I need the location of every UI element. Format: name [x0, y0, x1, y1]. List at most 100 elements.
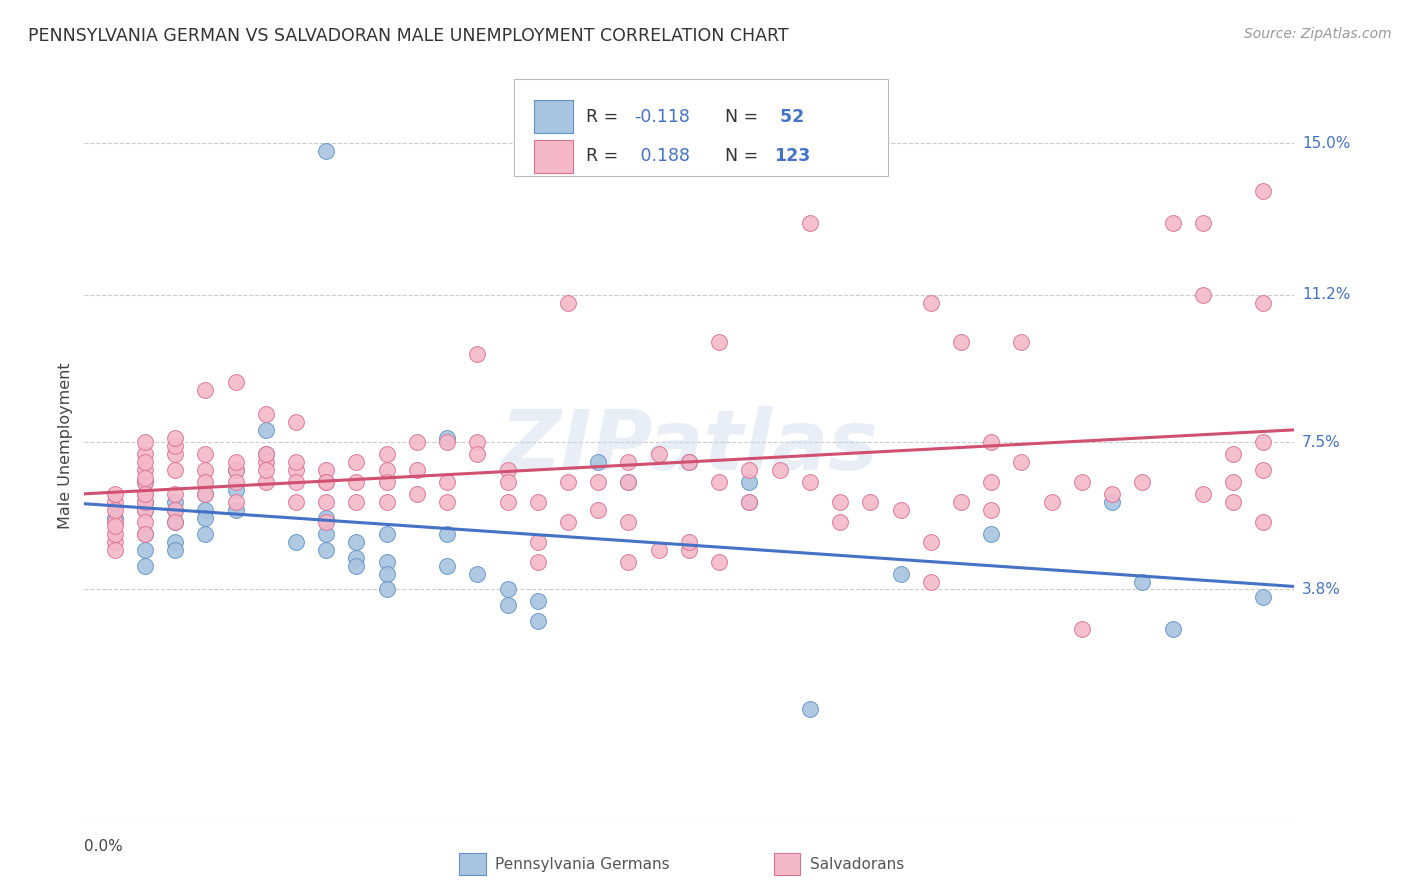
Point: [527, 495, 550, 509]
Point: [1130, 574, 1153, 589]
Point: [799, 216, 821, 230]
Point: [980, 475, 1002, 489]
Point: [134, 502, 156, 516]
Point: [315, 144, 337, 158]
Point: [285, 475, 308, 489]
Point: [225, 483, 247, 497]
Point: [315, 463, 337, 477]
Point: [678, 542, 700, 557]
Point: [254, 447, 277, 461]
Point: [134, 526, 156, 541]
Point: [496, 599, 519, 613]
Point: [134, 471, 156, 485]
Point: [436, 526, 458, 541]
Point: [285, 463, 308, 477]
Point: [436, 558, 458, 573]
Point: [890, 566, 912, 581]
Bar: [773, 853, 800, 875]
Point: [104, 534, 127, 549]
Point: [104, 502, 127, 516]
Text: ZIPatlas: ZIPatlas: [501, 406, 877, 486]
Point: [467, 435, 489, 450]
Point: [194, 475, 217, 489]
Point: [496, 463, 519, 477]
Point: [165, 487, 187, 501]
Point: [527, 615, 550, 629]
Text: PENNSYLVANIA GERMAN VS SALVADORAN MALE UNEMPLOYMENT CORRELATION CHART: PENNSYLVANIA GERMAN VS SALVADORAN MALE U…: [28, 27, 789, 45]
Point: [375, 555, 398, 569]
Point: [134, 487, 156, 501]
Point: [134, 515, 156, 529]
Point: [315, 475, 337, 489]
Point: [1161, 216, 1184, 230]
Point: [254, 463, 277, 477]
Point: [709, 475, 731, 489]
Point: [557, 475, 579, 489]
Point: [315, 515, 337, 529]
Point: [375, 566, 398, 581]
Point: [104, 487, 127, 501]
Point: [134, 542, 156, 557]
Text: 3.8%: 3.8%: [1302, 582, 1341, 597]
Point: [194, 510, 217, 524]
Point: [165, 439, 187, 453]
Point: [165, 495, 187, 509]
Text: 11.2%: 11.2%: [1302, 287, 1350, 302]
Point: [134, 463, 156, 477]
Point: [859, 495, 882, 509]
Point: [1161, 623, 1184, 637]
Point: [920, 295, 942, 310]
Point: [1253, 435, 1275, 450]
Point: [950, 495, 973, 509]
Point: [617, 475, 640, 489]
Point: [436, 475, 458, 489]
Point: [467, 566, 489, 581]
Point: [1253, 184, 1275, 198]
Point: [1253, 515, 1275, 529]
Point: [225, 455, 247, 469]
Point: [527, 534, 550, 549]
Point: [194, 526, 217, 541]
Point: [678, 534, 700, 549]
Point: [830, 515, 852, 529]
Point: [980, 502, 1002, 516]
Point: [678, 455, 700, 469]
Point: [225, 463, 247, 477]
Point: [104, 495, 127, 509]
Point: [799, 702, 821, 716]
Point: [315, 510, 337, 524]
Text: 7.5%: 7.5%: [1302, 434, 1340, 450]
Point: [165, 502, 187, 516]
Point: [588, 502, 610, 516]
Point: [738, 495, 761, 509]
Point: [315, 526, 337, 541]
Point: [496, 495, 519, 509]
Point: [1192, 287, 1215, 301]
Point: [436, 431, 458, 445]
Point: [165, 542, 187, 557]
Point: [194, 487, 217, 501]
Point: [980, 435, 1002, 450]
Point: [1071, 475, 1094, 489]
Point: [225, 475, 247, 489]
Point: [194, 463, 217, 477]
Point: [738, 475, 761, 489]
Text: 15.0%: 15.0%: [1302, 136, 1350, 151]
Point: [557, 295, 579, 310]
Point: [1222, 447, 1244, 461]
Point: [1253, 463, 1275, 477]
Text: N =: N =: [725, 147, 763, 165]
Point: [527, 594, 550, 608]
Point: [134, 475, 156, 489]
Point: [104, 526, 127, 541]
Text: Pennsylvania Germans: Pennsylvania Germans: [495, 856, 671, 871]
Text: Source: ZipAtlas.com: Source: ZipAtlas.com: [1244, 27, 1392, 41]
Point: [406, 487, 429, 501]
Point: [165, 515, 187, 529]
Text: R =: R =: [586, 108, 624, 126]
Point: [346, 550, 368, 565]
FancyBboxPatch shape: [513, 78, 889, 177]
Point: [617, 475, 640, 489]
Bar: [534, 140, 572, 173]
Point: [375, 475, 398, 489]
